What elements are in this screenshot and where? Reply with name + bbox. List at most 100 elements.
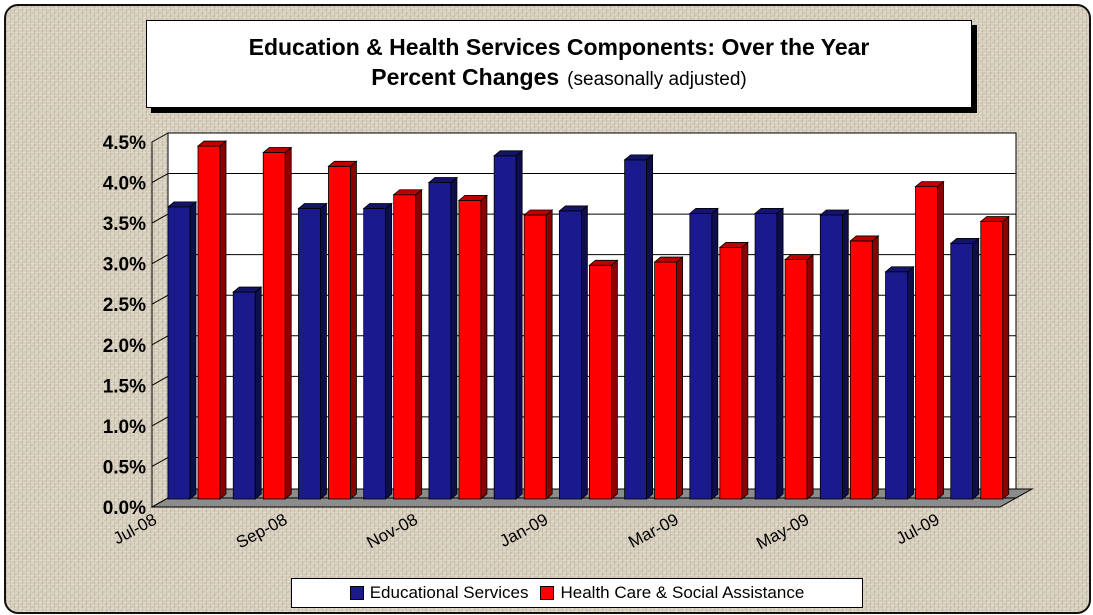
bar-side [415,188,423,500]
bar-side [776,207,784,500]
bar-top [588,259,619,266]
bar-side [515,149,523,500]
bar-side [806,253,814,500]
bar-top [457,194,489,201]
bar-side [545,209,553,500]
chart-title-line2: Percent Changes [371,64,560,90]
bar-top [914,181,945,188]
bar-side [1002,215,1010,500]
bar-health-care [719,247,743,500]
gridline-side [151,294,169,305]
bar-top [297,203,328,209]
chart-frame: 0.0% 0.5% 1.0% 1.5% 2.0% 2.5% 3.0% 3.5% 4.0% 4.5%… [4,4,1091,614]
bar-educational-services [754,212,778,500]
bar-health-care [915,186,938,500]
bar-side [254,286,262,500]
y-tick-label: 2.0% [103,336,146,357]
chart-subtitle: Percent Changes (seasonally adjusted) [147,62,971,95]
bar-health-care [458,199,482,500]
bar-educational-services [298,208,321,500]
bar-top [653,256,684,263]
bar-top [493,150,524,157]
y-tick-label: 2.5% [103,295,146,316]
bar-educational-services [950,242,974,500]
bar-side [450,176,458,500]
legend: Educational Services Health Care & Socia… [291,578,863,608]
bar-health-care [393,194,417,500]
bar-health-care [980,221,1004,500]
bar-top [623,154,654,161]
x-tick-label: Mar-09 [625,510,681,552]
bar-educational-services [493,155,517,500]
x-tick-label: Jul-09 [893,510,943,549]
x-tick-label: May-09 [753,510,812,553]
bar-top [523,209,554,216]
chart-canvas: 0.0% 0.5% 1.0% 1.5% 2.0% 2.5% 3.0% 3.5% 4.0% 4.5%… [103,132,1034,553]
bar-top [166,201,198,208]
y-tick-label: 0.0% [103,498,146,519]
chart-title: Education & Health Services Components: … [248,34,870,60]
bar-side [972,237,980,500]
bar-health-care [784,259,808,500]
bar-educational-services [232,291,256,500]
gridline-side [151,335,169,346]
bar-health-care [328,165,351,500]
bar-educational-services [167,206,191,500]
bar-top [392,189,423,196]
bar-educational-services [558,210,582,500]
bar-top [232,286,263,293]
bar-educational-services [819,214,843,500]
bar-top [262,147,293,153]
bar-side [320,202,327,500]
bar-side [646,153,654,500]
bar-side [480,194,488,500]
bar-side [711,207,719,500]
x-tick-label: Sep-08 [233,510,290,553]
bar-side [350,160,357,500]
bar-top [884,266,915,273]
legend-item-educational-services: Educational Services [349,583,528,603]
legend-swatch-health-care [540,586,555,600]
bar-side [741,241,749,500]
bar-health-care [849,240,873,500]
chart-title-note: (seasonally adjusted) [567,69,747,90]
bar-health-care [262,152,286,500]
legend-swatch-educational-services [349,586,364,600]
bar-side [189,201,197,500]
bar-educational-services [363,208,387,500]
bar-side [580,205,588,500]
bar-side [907,265,914,500]
bar-health-care [197,145,221,500]
bar-side [610,259,618,500]
bar-top [558,205,589,212]
bar-health-care [523,214,547,500]
x-tick-label: Jan-09 [496,510,551,551]
bar-top [327,160,358,167]
bar-top [196,140,228,147]
y-tick-label: 1.0% [103,417,146,438]
bar-educational-services [428,182,452,500]
bar-educational-services [885,271,908,500]
bar-side [871,235,879,500]
gridline-side [151,375,169,386]
bar-side [841,209,849,500]
bar-top [783,254,815,261]
bar-top [819,209,850,216]
bar-side [219,140,227,500]
bar-top [979,216,1010,222]
bar-side [385,202,393,500]
y-tick-label: 0.5% [103,457,146,478]
bar-top [753,207,785,214]
x-tick-label: Nov-08 [363,510,420,553]
bar-top [949,237,980,244]
bar-educational-services [689,212,713,500]
bar-top [427,177,459,183]
bar-side [937,180,944,500]
gridline-side [151,254,169,265]
gridline-side [151,173,169,183]
bar-health-care [588,264,612,500]
gridline-side [151,457,169,467]
bar-top [849,235,880,242]
bar-top [362,203,393,209]
y-tick-label: 3.5% [103,214,146,235]
